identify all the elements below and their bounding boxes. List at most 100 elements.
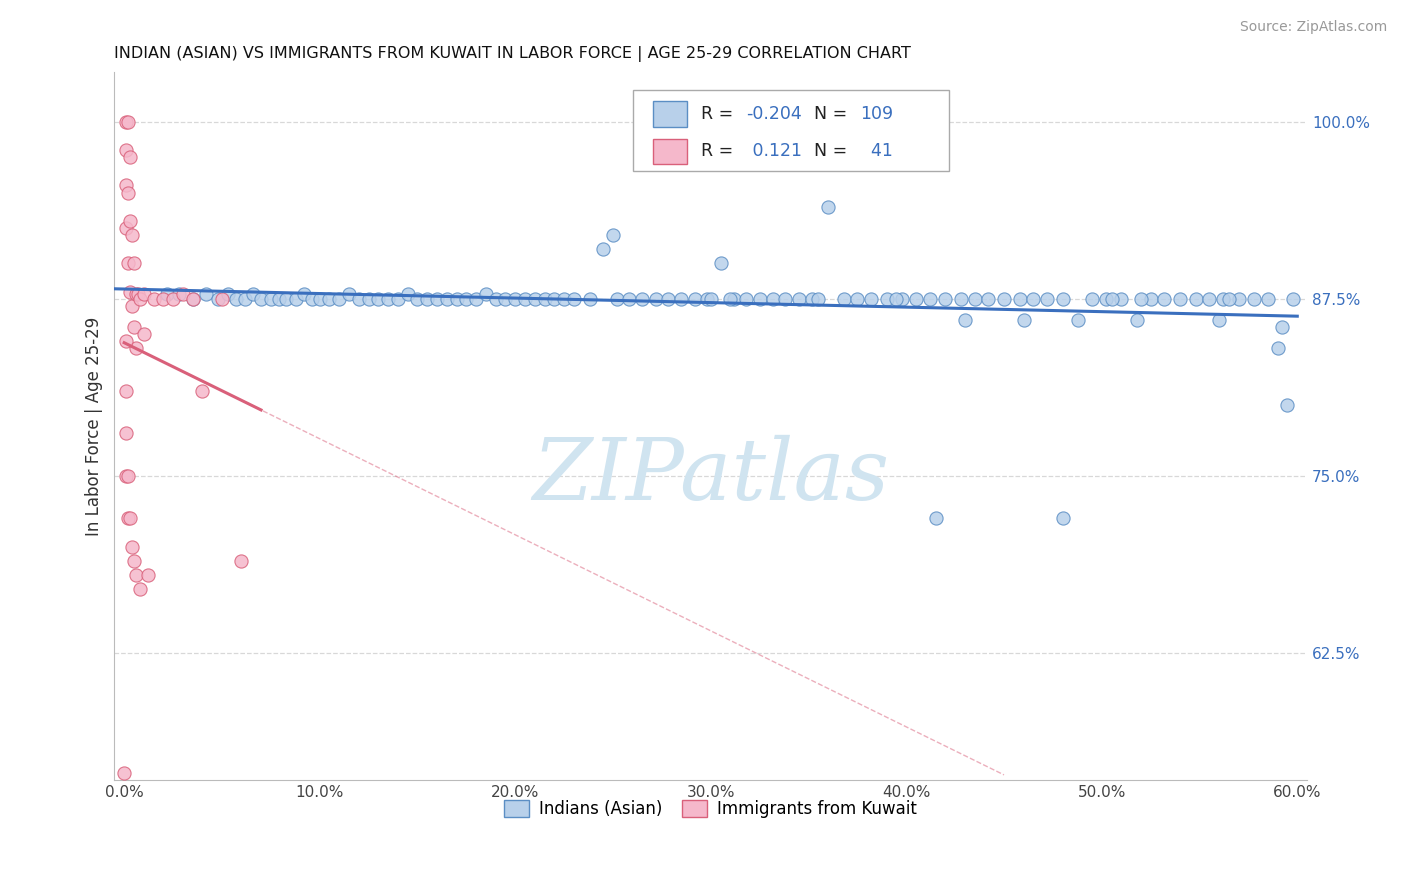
Point (127, 287, 149, 301)
Point (117, 256, 139, 270)
Point (152, 292, 174, 306)
Point (357, 292, 380, 306)
Point (347, 292, 370, 306)
Point (602, 227, 624, 242)
Point (1212, 292, 1234, 306)
Point (1257, 292, 1279, 306)
Point (543, 292, 565, 306)
Point (231, 554, 253, 568)
Point (1126, 313, 1149, 327)
Point (118, 214, 141, 228)
Point (276, 292, 298, 306)
Point (181, 292, 204, 306)
Point (832, 292, 855, 306)
Point (631, 292, 654, 306)
Point (1282, 292, 1305, 306)
Point (136, 568, 159, 582)
Point (533, 292, 555, 306)
Point (748, 292, 770, 306)
Point (456, 292, 478, 306)
Point (1081, 292, 1104, 306)
FancyBboxPatch shape (633, 90, 949, 171)
Point (1168, 292, 1191, 306)
Text: 41: 41 (860, 143, 893, 161)
Point (115, 114, 138, 128)
Y-axis label: In Labor Force | Age 25-29: In Labor Force | Age 25-29 (86, 317, 103, 536)
Point (117, 511, 139, 525)
Point (122, 554, 145, 568)
Point (122, 256, 145, 270)
Point (1139, 292, 1161, 306)
Point (1243, 292, 1265, 306)
Point (1008, 292, 1031, 306)
Point (285, 292, 308, 306)
Point (115, 426, 138, 441)
Point (523, 292, 546, 306)
Point (436, 292, 458, 306)
Point (709, 256, 731, 270)
Point (162, 292, 184, 306)
Point (1036, 292, 1059, 306)
Point (876, 292, 898, 306)
Text: ZIPatlas: ZIPatlas (531, 434, 889, 517)
Point (217, 287, 239, 301)
Point (773, 292, 796, 306)
Point (446, 292, 468, 306)
Point (115, 221, 138, 235)
FancyBboxPatch shape (654, 102, 688, 127)
Point (723, 292, 745, 306)
Point (195, 287, 218, 301)
Point (578, 292, 600, 306)
Point (125, 287, 148, 301)
Point (1022, 292, 1045, 306)
Point (172, 287, 194, 301)
Point (645, 292, 668, 306)
Point (735, 292, 758, 306)
Point (181, 292, 204, 306)
Point (503, 292, 526, 306)
Point (953, 313, 976, 327)
Point (191, 384, 214, 398)
Text: INDIAN (ASIAN) VS IMMIGRANTS FROM KUWAIT IN LABOR FORCE | AGE 25-29 CORRELATION : INDIAN (ASIAN) VS IMMIGRANTS FROM KUWAIT… (114, 46, 911, 62)
Legend: Indians (Asian), Immigrants from Kuwait: Indians (Asian), Immigrants from Kuwait (498, 794, 924, 825)
Point (671, 292, 693, 306)
Point (328, 292, 350, 306)
Point (118, 511, 141, 525)
Point (817, 200, 839, 214)
Point (121, 227, 143, 242)
Point (132, 287, 155, 301)
Point (121, 540, 143, 554)
Point (267, 292, 290, 306)
Point (132, 327, 155, 342)
Point (696, 292, 718, 306)
Point (1094, 292, 1116, 306)
Point (128, 582, 150, 596)
Point (377, 292, 399, 306)
Point (301, 292, 323, 306)
Point (125, 341, 148, 355)
Point (592, 242, 614, 256)
Point (846, 292, 869, 306)
Point (475, 287, 498, 301)
Point (235, 292, 257, 306)
Point (242, 287, 264, 301)
Point (118, 285, 141, 299)
Text: R =: R = (702, 143, 740, 161)
Point (553, 292, 575, 306)
Point (337, 287, 360, 301)
Point (699, 292, 721, 306)
Point (117, 114, 139, 128)
Point (308, 292, 330, 306)
Point (122, 320, 145, 334)
Point (1267, 341, 1289, 355)
Point (115, 468, 138, 483)
Point (367, 292, 389, 306)
Point (1067, 313, 1090, 327)
Point (949, 292, 972, 306)
Point (905, 292, 928, 306)
Point (1184, 292, 1206, 306)
Point (1101, 292, 1123, 306)
Point (167, 287, 190, 301)
Point (115, 384, 138, 398)
Point (762, 292, 785, 306)
